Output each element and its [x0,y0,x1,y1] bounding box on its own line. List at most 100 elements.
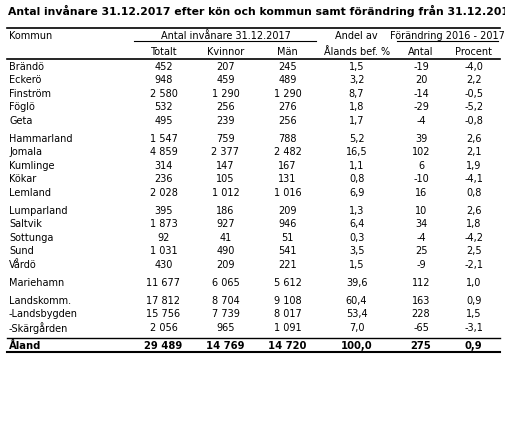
Text: 16,5: 16,5 [346,147,368,157]
Text: Eckerö: Eckerö [9,75,41,85]
Text: 186: 186 [216,205,235,215]
Text: 490: 490 [216,246,235,256]
Text: 15 756: 15 756 [146,308,180,319]
Text: 41: 41 [219,232,232,242]
Text: -3,1: -3,1 [464,322,483,332]
Text: Föglö: Föglö [9,102,35,112]
Text: -5,2: -5,2 [464,102,483,112]
Text: 2,5: 2,5 [466,246,481,256]
Text: Män: Män [277,47,298,57]
Text: Antal: Antal [408,47,434,57]
Text: 163: 163 [412,295,430,305]
Text: 39,6: 39,6 [346,277,367,287]
Text: 2 482: 2 482 [274,147,301,157]
Text: 209: 209 [216,259,235,269]
Text: 207: 207 [216,62,235,72]
Text: 2,6: 2,6 [466,133,481,144]
Text: 532: 532 [154,102,173,112]
Text: -Landsbygden: -Landsbygden [9,308,78,319]
Text: 1,1: 1,1 [349,160,364,170]
Text: 14 769: 14 769 [206,340,245,350]
Text: -9: -9 [416,259,426,269]
Text: 1,5: 1,5 [466,308,481,319]
Text: -0,5: -0,5 [464,89,483,98]
Text: 0,9: 0,9 [466,295,481,305]
Text: 489: 489 [278,75,296,85]
Text: 3,2: 3,2 [349,75,364,85]
Text: 7 739: 7 739 [212,308,239,319]
Text: -4,2: -4,2 [464,232,483,242]
Text: 3,5: 3,5 [349,246,364,256]
Text: 2 028: 2 028 [149,187,177,197]
Text: Kökar: Kökar [9,174,36,184]
Text: 5 612: 5 612 [274,277,301,287]
Text: 245: 245 [278,62,297,72]
Text: Kumlinge: Kumlinge [9,160,55,170]
Text: Lumparland: Lumparland [9,205,68,215]
Text: 6: 6 [418,160,424,170]
Text: 102: 102 [412,147,430,157]
Text: 1,7: 1,7 [349,115,364,125]
Text: Sund: Sund [9,246,34,256]
Text: 0,8: 0,8 [349,174,364,184]
Text: 209: 209 [278,205,297,215]
Text: Åland: Åland [9,340,41,350]
Text: 1,5: 1,5 [349,62,364,72]
Text: Landskomm.: Landskomm. [9,295,71,305]
Text: 314: 314 [154,160,173,170]
Text: 51: 51 [281,232,293,242]
Text: 4 859: 4 859 [149,147,177,157]
Text: 8 704: 8 704 [212,295,239,305]
Text: 927: 927 [216,219,235,229]
Text: 1 290: 1 290 [212,89,239,98]
Text: 53,4: 53,4 [346,308,368,319]
Text: 239: 239 [216,115,235,125]
Text: 1,0: 1,0 [466,277,481,287]
Text: 0,3: 0,3 [349,232,364,242]
Text: 256: 256 [278,115,297,125]
Text: 1 290: 1 290 [274,89,301,98]
Text: -10: -10 [413,174,429,184]
Text: 11 677: 11 677 [146,277,180,287]
Text: 395: 395 [154,205,173,215]
Text: -4,1: -4,1 [464,174,483,184]
Text: 147: 147 [216,160,235,170]
Text: -19: -19 [413,62,429,72]
Text: 948: 948 [154,75,173,85]
Text: Antal invånare 31.12.2017 efter kön och kommun samt förändring från 31.12.2016: Antal invånare 31.12.2017 efter kön och … [8,5,505,17]
Text: 459: 459 [216,75,235,85]
Text: Sottunga: Sottunga [9,232,54,242]
Text: Kvinnor: Kvinnor [207,47,244,57]
Text: 256: 256 [216,102,235,112]
Text: 759: 759 [216,133,235,144]
Text: Totalt: Totalt [150,47,177,57]
Text: 2,2: 2,2 [466,75,481,85]
Text: 8 017: 8 017 [274,308,301,319]
Text: Ålands bef. %: Ålands bef. % [324,47,390,57]
Text: 6,4: 6,4 [349,219,364,229]
Text: 1 031: 1 031 [149,246,177,256]
Text: 100,0: 100,0 [341,340,372,350]
Text: 8,7: 8,7 [349,89,364,98]
Text: 1 091: 1 091 [274,322,301,332]
Text: 0,9: 0,9 [465,340,482,350]
Text: 228: 228 [412,308,430,319]
Text: Finström: Finström [9,89,51,98]
Text: 2,1: 2,1 [466,147,481,157]
Text: 452: 452 [154,62,173,72]
Text: 131: 131 [278,174,296,184]
Text: 14 720: 14 720 [268,340,307,350]
Text: 92: 92 [157,232,170,242]
Text: 788: 788 [278,133,297,144]
Text: 9 108: 9 108 [274,295,301,305]
Text: 167: 167 [278,160,297,170]
Text: 2,6: 2,6 [466,205,481,215]
Text: Andel av: Andel av [335,31,378,41]
Text: 17 812: 17 812 [146,295,180,305]
Text: 430: 430 [154,259,173,269]
Text: Förändring 2016 - 2017: Förändring 2016 - 2017 [390,31,505,41]
Text: Brändö: Brändö [9,62,44,72]
Text: Kommun: Kommun [9,31,52,41]
Text: 1 873: 1 873 [149,219,177,229]
Text: Jomala: Jomala [9,147,42,157]
